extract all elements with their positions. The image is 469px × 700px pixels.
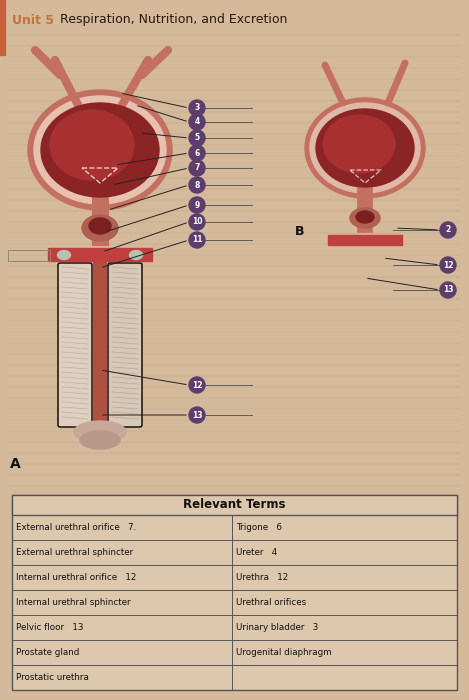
Text: External urethral orifice   7.: External urethral orifice 7.: [16, 523, 136, 532]
Ellipse shape: [356, 211, 374, 223]
Text: Respiration, Nutrition, and Excretion: Respiration, Nutrition, and Excretion: [52, 13, 287, 27]
Text: Trigone   6: Trigone 6: [236, 523, 282, 532]
Circle shape: [189, 407, 205, 423]
Text: Urinary bladder   3: Urinary bladder 3: [236, 623, 318, 632]
Text: Prostate gland: Prostate gland: [16, 648, 79, 657]
Ellipse shape: [316, 109, 414, 187]
Text: 13: 13: [192, 410, 202, 419]
Circle shape: [189, 232, 205, 248]
Ellipse shape: [310, 103, 420, 193]
Circle shape: [189, 145, 205, 161]
Circle shape: [189, 114, 205, 130]
Bar: [12, 495, 457, 690]
Text: 6: 6: [194, 148, 200, 158]
Ellipse shape: [34, 96, 166, 204]
Ellipse shape: [323, 115, 395, 173]
Bar: [48, 248, 152, 261]
Text: 12: 12: [192, 381, 202, 389]
Ellipse shape: [58, 251, 70, 260]
Text: 8: 8: [194, 181, 200, 190]
Ellipse shape: [50, 110, 134, 180]
Ellipse shape: [28, 90, 172, 210]
Ellipse shape: [350, 208, 380, 228]
Ellipse shape: [74, 421, 126, 443]
Text: Prostatic urethra: Prostatic urethra: [16, 673, 89, 682]
Text: 10: 10: [192, 218, 202, 227]
Ellipse shape: [82, 215, 118, 241]
Text: Internal urethral orifice   12: Internal urethral orifice 12: [16, 573, 136, 582]
Text: B: B: [295, 225, 304, 238]
Text: 11: 11: [192, 235, 202, 244]
Text: 9: 9: [194, 200, 200, 209]
Ellipse shape: [129, 251, 143, 260]
Text: 3: 3: [194, 104, 200, 113]
Text: Urethral orifices: Urethral orifices: [236, 598, 306, 607]
Text: Pelvic floor   13: Pelvic floor 13: [16, 623, 83, 632]
Text: Relevant Terms: Relevant Terms: [183, 498, 286, 512]
Circle shape: [440, 282, 456, 298]
Text: Internal urethral sphincter: Internal urethral sphincter: [16, 598, 131, 607]
Bar: [0, 0, 5, 55]
Text: 2: 2: [446, 225, 451, 234]
Circle shape: [440, 257, 456, 273]
Ellipse shape: [41, 103, 159, 197]
Circle shape: [189, 100, 205, 116]
Text: 7: 7: [194, 164, 200, 172]
Text: Urethra   12: Urethra 12: [236, 573, 288, 582]
FancyBboxPatch shape: [108, 263, 142, 427]
Circle shape: [189, 377, 205, 393]
Text: 12: 12: [443, 260, 453, 270]
Text: 4: 4: [194, 118, 200, 127]
Text: A: A: [10, 457, 21, 471]
Ellipse shape: [89, 218, 111, 234]
Circle shape: [440, 222, 456, 238]
Text: External urethral sphincter: External urethral sphincter: [16, 548, 133, 557]
Circle shape: [189, 160, 205, 176]
Circle shape: [189, 177, 205, 193]
FancyBboxPatch shape: [58, 263, 92, 427]
Bar: [328, 235, 402, 245]
Text: Urogenital diaphragm: Urogenital diaphragm: [236, 648, 332, 657]
Circle shape: [189, 197, 205, 213]
Text: 5: 5: [195, 134, 200, 143]
Text: 13: 13: [443, 286, 453, 295]
Circle shape: [189, 214, 205, 230]
Text: Unit 5: Unit 5: [12, 13, 54, 27]
Ellipse shape: [305, 98, 425, 198]
Bar: [12, 495, 457, 515]
Circle shape: [189, 130, 205, 146]
Ellipse shape: [80, 431, 120, 449]
Text: Ureter   4: Ureter 4: [236, 548, 277, 557]
